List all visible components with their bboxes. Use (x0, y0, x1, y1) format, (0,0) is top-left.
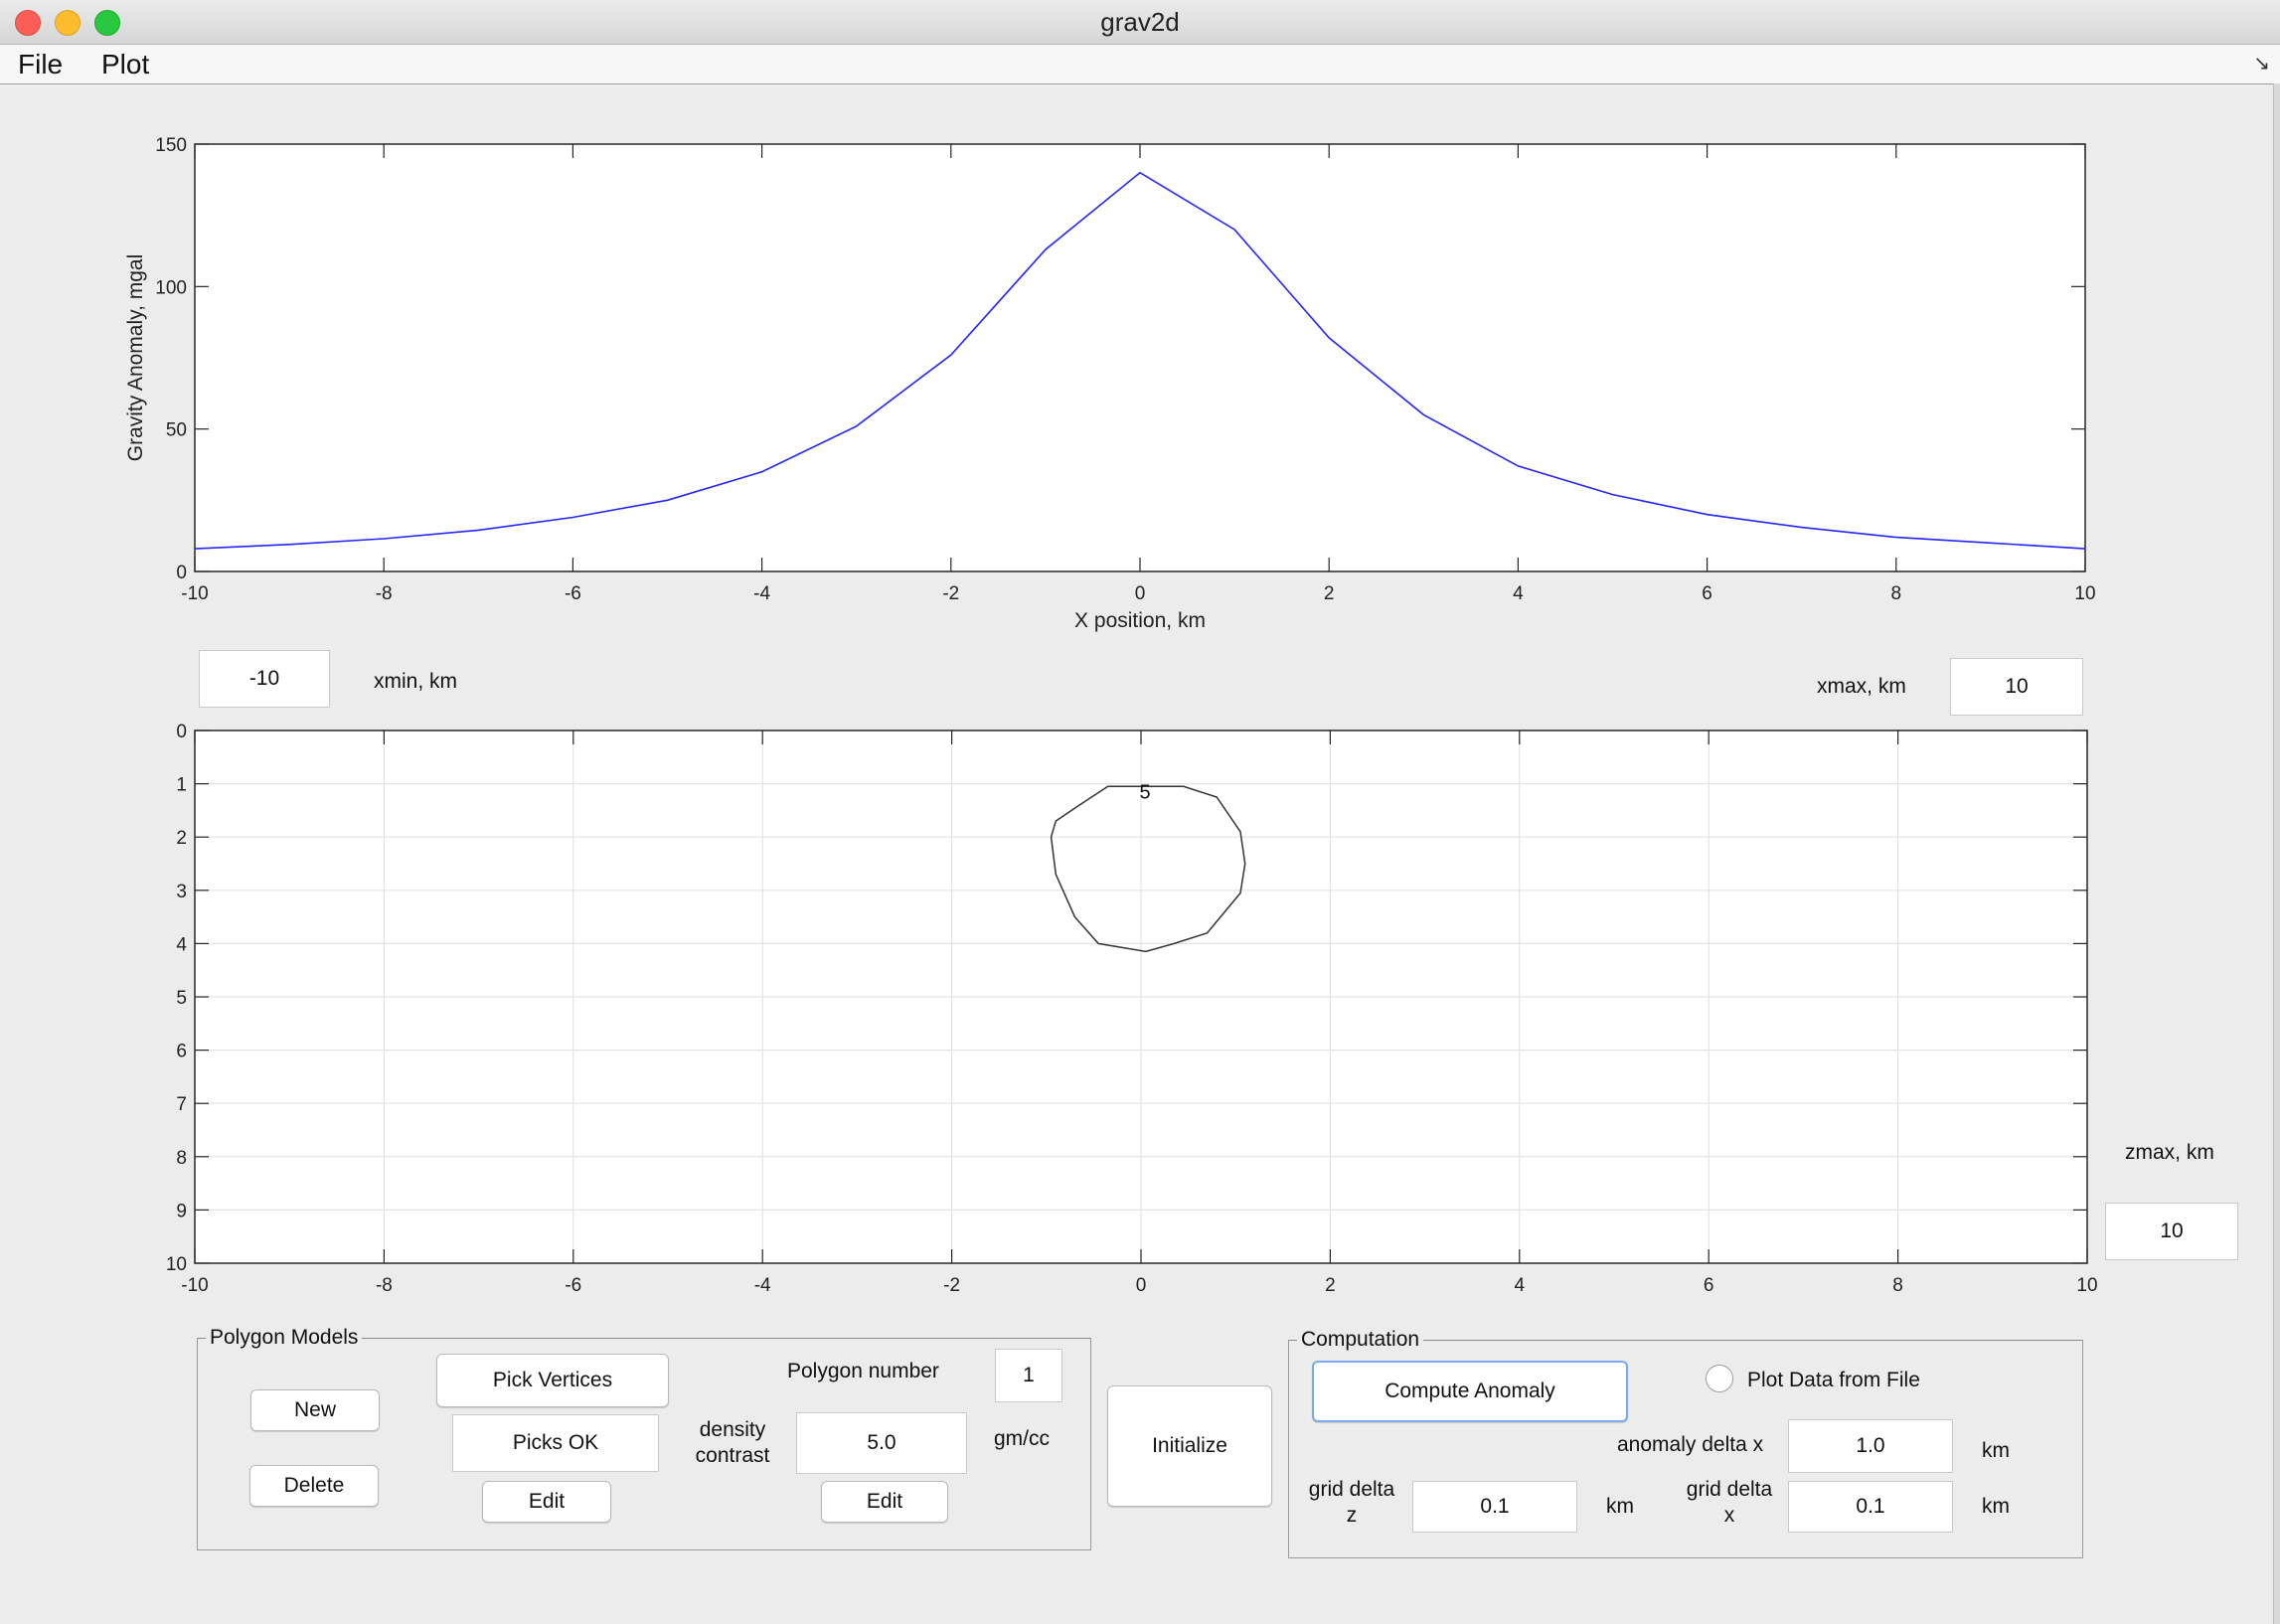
anomaly-delta-x-label: anomaly delta x (1617, 1433, 1764, 1456)
initialize-button[interactable]: Initialize (1107, 1385, 1272, 1507)
toolbar-toggle-icon[interactable]: ↘ (2253, 53, 2270, 75)
grid-delta-z-input[interactable]: 0.1 (1412, 1481, 1577, 1533)
new-polygon-button[interactable]: New (250, 1389, 380, 1431)
computation-panel: Computation (1288, 1328, 2083, 1558)
anomaly-curve (194, 171, 2086, 550)
polygon-models-title: Polygon Models (210, 1326, 359, 1349)
anomaly-y-axis-label: Gravity Anomaly, mgal (124, 254, 147, 462)
polygon-number-input[interactable]: 1 (995, 1349, 1062, 1402)
close-window-button[interactable] (15, 10, 41, 36)
anomaly-y-tick-label: 100 (155, 277, 187, 298)
grid-delta-z-label: grid delta z (1308, 1478, 1395, 1527)
grid-delta-x-input[interactable]: 0.1 (1788, 1481, 1953, 1533)
anomaly-x-tick-label: 10 (2074, 583, 2095, 604)
anomaly-delta-x-input[interactable]: 1.0 (1788, 1419, 1953, 1473)
anomaly-y-tick-label: 0 (176, 563, 187, 583)
zmax-input[interactable]: 10 (2105, 1203, 2238, 1260)
density-contrast-input[interactable]: 5.0 (796, 1412, 967, 1474)
window-right-edge (2273, 83, 2280, 1624)
anomaly-x-tick-label: 6 (1702, 583, 1712, 604)
anomaly-x-axis-label: X position, km (1074, 609, 1206, 632)
anomaly-y-tick-label: 50 (166, 420, 187, 441)
menu-bar: File Plot ↘ (0, 45, 2280, 84)
delete-polygon-button[interactable]: Delete (249, 1465, 379, 1507)
compute-anomaly-button[interactable]: Compute Anomaly (1312, 1361, 1628, 1422)
anomaly-x-tick-label: -4 (753, 583, 770, 604)
anomaly-x-tick-label: 0 (1135, 583, 1146, 604)
plot-data-from-file-label: Plot Data from File (1747, 1369, 1920, 1391)
density-unit-label: gm/cc (994, 1427, 1051, 1450)
grid-delta-z-unit: km (1606, 1495, 1634, 1518)
anomaly-delta-x-unit: km (1982, 1439, 2010, 1462)
xmax-input[interactable]: 10 (1950, 658, 2083, 716)
grid-delta-x-label: grid delta x (1686, 1478, 1773, 1527)
title-bar[interactable]: grav2d (0, 0, 2280, 45)
anomaly-x-tick-label: -6 (565, 583, 581, 604)
edit-density-button[interactable]: Edit (821, 1481, 948, 1523)
menu-plot[interactable]: Plot (101, 49, 150, 80)
edit-vertices-button[interactable]: Edit (482, 1481, 611, 1523)
window-title: grav2d (1100, 7, 1180, 37)
polygon-models-panel: Polygon Models (197, 1326, 1091, 1550)
menu-file[interactable]: File (18, 49, 64, 80)
anomaly-x-tick-label: 4 (1513, 583, 1524, 604)
pick-vertices-button[interactable]: Pick Vertices (436, 1354, 669, 1407)
xmax-label: xmax, km (1817, 675, 1906, 698)
anomaly-x-tick-label: 8 (1891, 583, 1902, 604)
computation-title: Computation (1301, 1328, 1420, 1351)
density-contrast-label: density contrast (695, 1418, 770, 1467)
plot-data-from-file-radio[interactable] (1706, 1365, 1733, 1392)
anomaly-y-tick-label: 150 (155, 135, 187, 156)
grid-delta-x-unit: km (1982, 1495, 2010, 1518)
anomaly-x-tick-label: -8 (376, 583, 393, 604)
anomaly-x-tick-label: 2 (1324, 583, 1335, 604)
xmin-input[interactable]: -10 (199, 650, 330, 708)
xmin-label: xmin, km (374, 670, 457, 693)
minimize-window-button[interactable] (55, 10, 81, 36)
picks-ok-button[interactable]: Picks OK (452, 1414, 659, 1472)
maximize-window-button[interactable] (94, 10, 120, 36)
anomaly-axes-area (194, 143, 2086, 572)
anomaly-x-tick-label: -10 (181, 583, 208, 604)
zmax-label: zmax, km (2125, 1141, 2214, 1164)
polygon-number-caption: Polygon number (787, 1360, 939, 1382)
anomaly-x-tick-label: -2 (942, 583, 959, 604)
